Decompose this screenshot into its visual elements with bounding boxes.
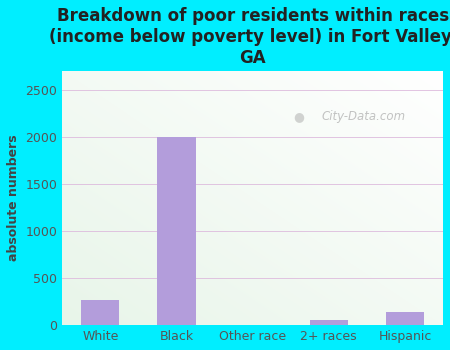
Text: City-Data.com: City-Data.com (321, 110, 405, 123)
Bar (81, 300, 119, 325)
Text: ●: ● (293, 110, 304, 123)
Bar (386, 312, 424, 325)
Title: Breakdown of poor residents within races
(income below poverty level) in Fort Va: Breakdown of poor residents within races… (49, 7, 450, 66)
Bar (158, 137, 195, 325)
Y-axis label: absolute numbers: absolute numbers (7, 135, 20, 261)
Bar (310, 320, 348, 325)
